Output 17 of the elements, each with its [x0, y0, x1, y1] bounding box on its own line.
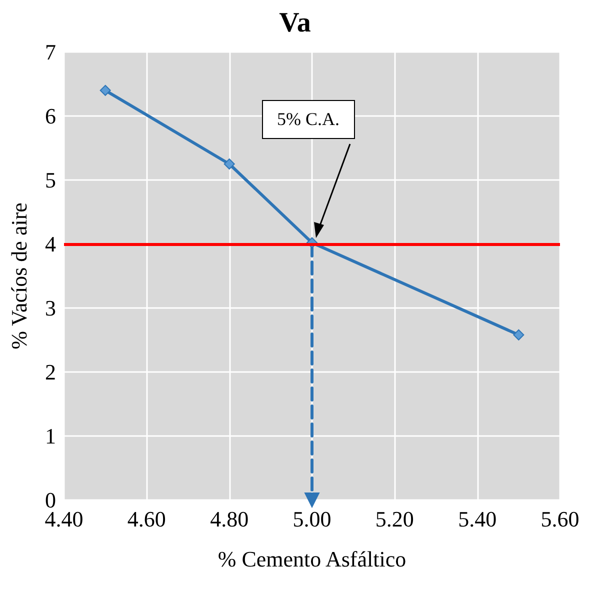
x-tick-label: 4.60 — [127, 506, 166, 532]
x-tick-label: 5.20 — [375, 506, 414, 532]
y-tick-label: 1 — [45, 424, 56, 448]
y-tick-label: 5 — [45, 168, 56, 192]
y-axis-title: % Vacíos de aire — [6, 202, 32, 350]
x-tick-label: 5.00 — [292, 506, 332, 532]
x-tick-label: 5.60 — [540, 506, 580, 532]
annotation: 5% C.A. — [262, 100, 354, 139]
y-tick-label: 4 — [45, 232, 56, 256]
y-tick-label: 3 — [45, 296, 56, 320]
y-tick-label: 7 — [45, 40, 56, 64]
x-tick-label: 4.80 — [210, 506, 249, 532]
x-tick-label: 5.40 — [458, 506, 497, 532]
chart-title: Va — [279, 8, 311, 38]
y-tick-label: 6 — [45, 104, 56, 128]
x-axis-title: % Cemento Asfáltico — [218, 546, 406, 572]
y-tick-label: 2 — [45, 360, 56, 384]
